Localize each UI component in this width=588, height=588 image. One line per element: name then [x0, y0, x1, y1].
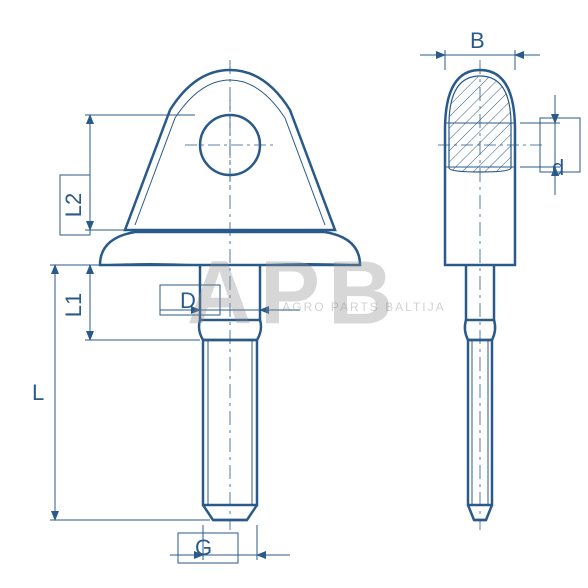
- front-view: [100, 60, 360, 530]
- dim-D: D: [180, 288, 196, 314]
- dim-B: B: [470, 28, 485, 54]
- dim-L: L: [32, 380, 44, 406]
- dim-d: d: [552, 155, 564, 181]
- dim-G: G: [195, 535, 212, 561]
- dim-L1: L1: [61, 293, 87, 317]
- dim-L2: L2: [61, 193, 87, 217]
- technical-drawing: [0, 0, 588, 588]
- side-view: [438, 60, 545, 530]
